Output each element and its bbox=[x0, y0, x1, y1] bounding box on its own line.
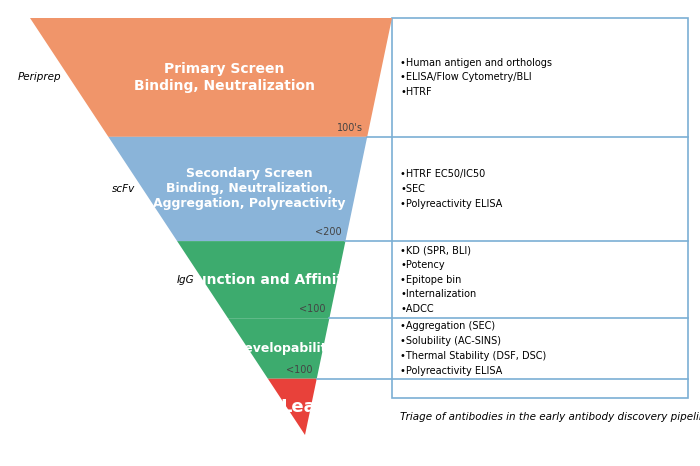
Polygon shape bbox=[108, 137, 368, 241]
Text: <100: <100 bbox=[286, 365, 313, 375]
Text: •HTRF EC50/IC50
•SEC
•Polyreactivity ELISA: •HTRF EC50/IC50 •SEC •Polyreactivity ELI… bbox=[400, 169, 503, 209]
Text: Developability: Developability bbox=[235, 342, 336, 355]
Text: IgG: IgG bbox=[177, 274, 195, 285]
Text: Triage of antibodies in the early antibody discovery pipeline.: Triage of antibodies in the early antibo… bbox=[400, 411, 700, 422]
Text: •KD (SPR, BLI)
•Potency
•Epitope bin
•Internalization
•ADCC: •KD (SPR, BLI) •Potency •Epitope bin •In… bbox=[400, 245, 476, 314]
Text: •Human antigen and orthologs
•ELISA/Flow Cytometry/BLI
•HTRF: •Human antigen and orthologs •ELISA/Flow… bbox=[400, 58, 552, 97]
Text: scFv: scFv bbox=[111, 184, 134, 194]
Text: Primary Screen
Binding, Neutralization: Primary Screen Binding, Neutralization bbox=[134, 62, 315, 93]
Polygon shape bbox=[177, 241, 346, 318]
Polygon shape bbox=[268, 379, 316, 435]
Text: Secondary Screen
Binding, Neutralization,
Aggregation, Polyreactivity: Secondary Screen Binding, Neutralization… bbox=[153, 167, 346, 211]
Text: <100: <100 bbox=[299, 304, 326, 314]
Polygon shape bbox=[228, 318, 330, 379]
Text: Function and Affinity: Function and Affinity bbox=[188, 273, 352, 287]
Text: Lead: Lead bbox=[281, 398, 329, 416]
Text: •Aggregation (SEC)
•Solubility (AC-SINS)
•Thermal Stability (DSF, DSC)
•Polyreac: •Aggregation (SEC) •Solubility (AC-SINS)… bbox=[400, 321, 546, 376]
Polygon shape bbox=[30, 18, 392, 137]
Bar bbox=[392, 18, 688, 398]
Text: <200: <200 bbox=[315, 227, 342, 237]
Text: 100's: 100's bbox=[337, 123, 363, 133]
Text: Periprep: Periprep bbox=[18, 72, 61, 82]
